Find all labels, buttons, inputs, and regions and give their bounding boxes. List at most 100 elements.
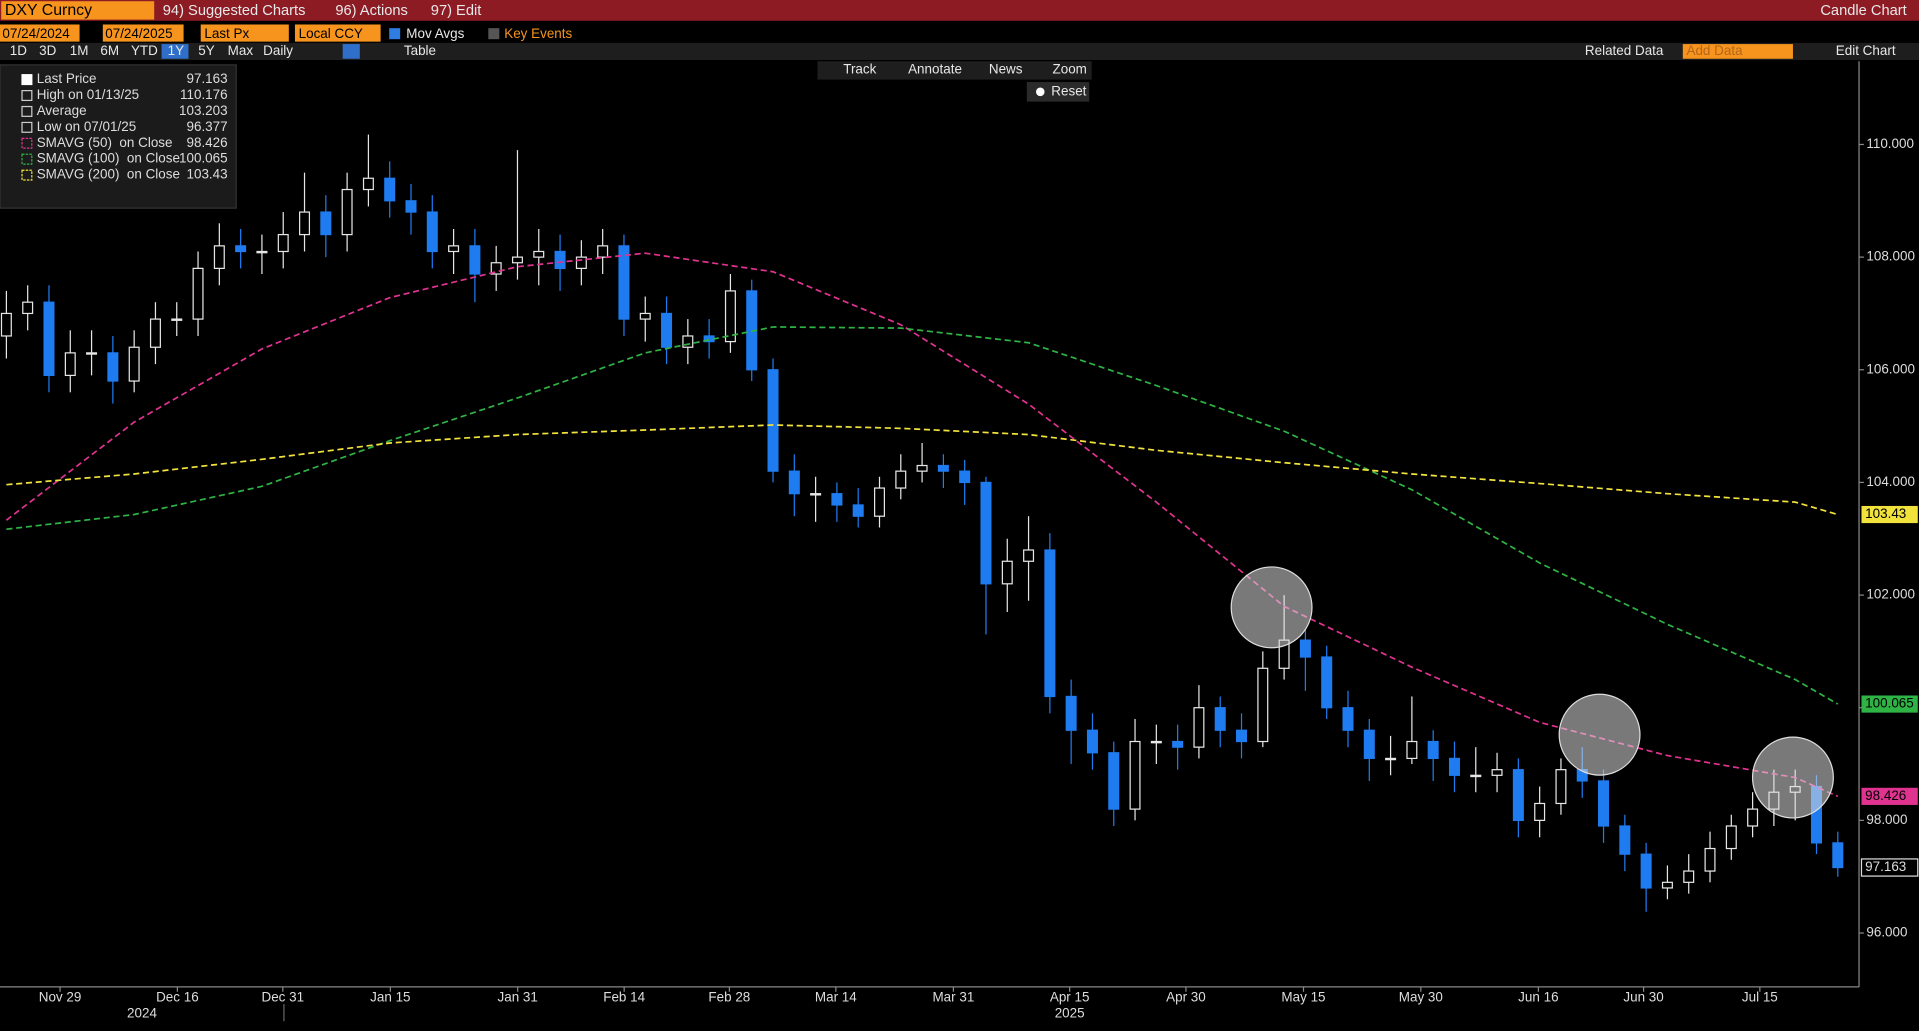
candle-body [192, 267, 204, 320]
candle-body [1299, 639, 1311, 658]
highlight-circle [1230, 566, 1313, 649]
last-price-label: 97.163 [1865, 859, 1906, 874]
tool[interactable]: News [989, 61, 1023, 76]
legend-value: 103.203 [179, 103, 228, 118]
candle-body [788, 470, 800, 495]
toggle[interactable]: Key Events [504, 26, 572, 41]
x-tick-label: Mar 31 [932, 989, 974, 1004]
period[interactable]: 1D [10, 43, 27, 58]
legend-label: SMAVG (50) on Close [37, 135, 173, 150]
period[interactable]: 6M [100, 43, 119, 58]
legend-value: 98.426 [186, 135, 227, 150]
candle-body [107, 352, 119, 382]
candle-body [1150, 740, 1162, 744]
currency[interactable]: Local CCY [299, 26, 363, 41]
candle-body [1065, 695, 1077, 731]
candle-body [213, 245, 225, 269]
candle-body [1491, 769, 1503, 776]
candle-body [661, 312, 673, 348]
add-data-input[interactable] [1682, 44, 1793, 59]
tool[interactable]: Track [843, 61, 876, 76]
candle-body [1363, 729, 1375, 760]
x-tick-label: Dec 31 [261, 989, 304, 1004]
related-data[interactable]: Related Data [1585, 43, 1664, 58]
legend-label: Last Price [37, 71, 97, 86]
period[interactable]: 1M [70, 43, 89, 58]
ticker-box[interactable] [1, 1, 155, 20]
candle-body [64, 352, 76, 377]
y-tick-label: 106.000 [1866, 361, 1915, 376]
candle-body [171, 318, 183, 321]
checkbox[interactable] [389, 28, 401, 40]
end-date[interactable]: 07/24/2025 [105, 26, 172, 41]
add-data[interactable]: Add Data [1686, 43, 1743, 58]
legend-label: High on 01/13/25 [37, 87, 139, 102]
start-date[interactable]: 07/24/2024 [2, 26, 70, 41]
candle-body [235, 245, 247, 253]
candle-body [618, 245, 630, 320]
reset[interactable]: Reset [1051, 83, 1086, 98]
candle-body [1598, 780, 1610, 827]
candle-body [362, 177, 374, 191]
period[interactable]: 3D [39, 43, 56, 58]
candle-body [1704, 847, 1716, 872]
candle-body [1385, 757, 1397, 761]
frequency[interactable]: Daily [263, 43, 293, 58]
x-tick-label: Mar 14 [815, 989, 857, 1004]
field-input[interactable] [200, 24, 289, 42]
last-value-label: 103.43 [1865, 506, 1906, 521]
legend-swatch [21, 169, 33, 181]
toggle[interactable]: Mov Avgs [406, 26, 464, 41]
candle-body [895, 470, 907, 489]
period[interactable]: 5Y [198, 43, 214, 58]
reset-btn[interactable] [1026, 82, 1090, 102]
candle-body [810, 493, 822, 496]
menu[interactable]: 94) Suggested Charts [163, 3, 306, 19]
x-tick-label: Dec 16 [156, 989, 199, 1004]
candle-body [980, 481, 992, 585]
edit-chart[interactable]: Edit Chart [1836, 43, 1896, 58]
candle-body [1661, 881, 1673, 889]
candle-body [22, 301, 34, 315]
y-tick-label: 104.000 [1866, 474, 1915, 489]
candle-body [767, 369, 779, 472]
table-btn[interactable]: Table [404, 43, 436, 58]
legend-label: SMAVG (100) on Close [37, 151, 180, 166]
period-selected[interactable] [161, 44, 189, 59]
candle-body [1448, 757, 1460, 776]
candle-body [1512, 769, 1524, 821]
legend-swatch [21, 89, 33, 102]
ticker[interactable]: DXY Curncy [5, 2, 92, 19]
candle-body [937, 464, 949, 472]
candle-body [1001, 560, 1013, 585]
menu[interactable]: 97) Edit [431, 3, 482, 19]
candle-body [1193, 707, 1205, 748]
candle-body [384, 177, 396, 202]
period[interactable]: YTD [131, 43, 158, 58]
date-input[interactable] [0, 24, 80, 42]
tool[interactable]: Zoom [1053, 61, 1087, 76]
menu[interactable]: 96) Actions [335, 3, 408, 19]
checkbox[interactable] [488, 28, 500, 40]
currency-input[interactable] [294, 24, 381, 42]
legend-swatch [21, 153, 33, 165]
legend-value: 96.377 [186, 119, 227, 134]
legend-label: Average [37, 103, 87, 118]
candle-body [0, 312, 12, 337]
y-tick-label: 96.000 [1866, 925, 1907, 940]
date-input[interactable] [102, 24, 184, 42]
x-tick-label: Feb 28 [708, 989, 750, 1004]
candle-body [1236, 729, 1248, 743]
reset-icon[interactable] [1035, 87, 1045, 97]
tool[interactable]: Annotate [908, 61, 962, 76]
chart-style-btn[interactable] [342, 44, 360, 59]
y-tick-label: 102.000 [1866, 587, 1915, 602]
candle-body [959, 470, 971, 484]
candle-body [1683, 870, 1695, 883]
period[interactable]: Max [228, 43, 254, 58]
candle-body [1470, 774, 1482, 778]
field[interactable]: Last Px [204, 26, 249, 41]
period[interactable]: 1Y [168, 43, 184, 58]
candle-body [426, 211, 438, 253]
x-tick-label: Jan 31 [497, 989, 537, 1004]
